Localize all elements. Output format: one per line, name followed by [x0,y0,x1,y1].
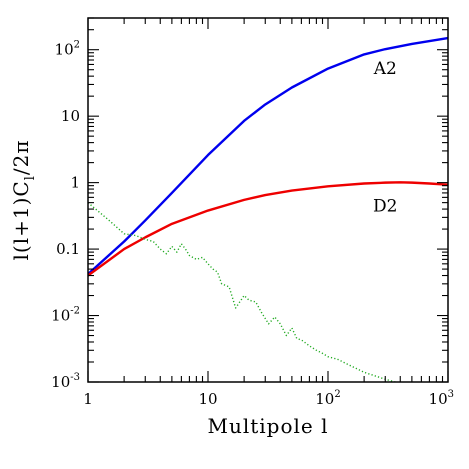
series-line-d2 [88,181,448,277]
x-tick-label: 10 [198,390,217,408]
x-axis-title: Multipole l [207,414,328,438]
plot-marks [88,36,448,382]
series-label-a2: A2 [373,59,397,79]
y-axis-title-subscript: l [23,175,38,180]
y-tick-label: 102 [55,40,80,59]
x-tick-label: 1 [83,390,93,408]
series-label-d2: D2 [373,197,397,217]
axis-ticks [87,17,449,383]
tick-labels: 1 10 102 103 10-3 10-2 0.1 1 10 102 [51,40,454,408]
series-line-3 [88,202,398,382]
y-tick-label: 10-2 [51,306,80,325]
y-tick-label: 10 [61,107,80,125]
y-axis-title-main: l(l+1)C [9,180,33,260]
y-axis-title-tail: /2π [9,140,33,176]
x-tick-label: 103 [429,389,454,408]
series-line-a2 [88,36,448,276]
y-tick-label: 0.1 [56,240,80,258]
plot-frame [87,17,449,383]
y-tick-label: 10-3 [51,372,80,391]
series-labels: A2 D2 [373,59,398,217]
y-tick-label: 1 [70,174,80,192]
x-tick-label: 102 [315,389,340,408]
y-axis-title: l(l+1)Cl/2π [9,140,38,261]
